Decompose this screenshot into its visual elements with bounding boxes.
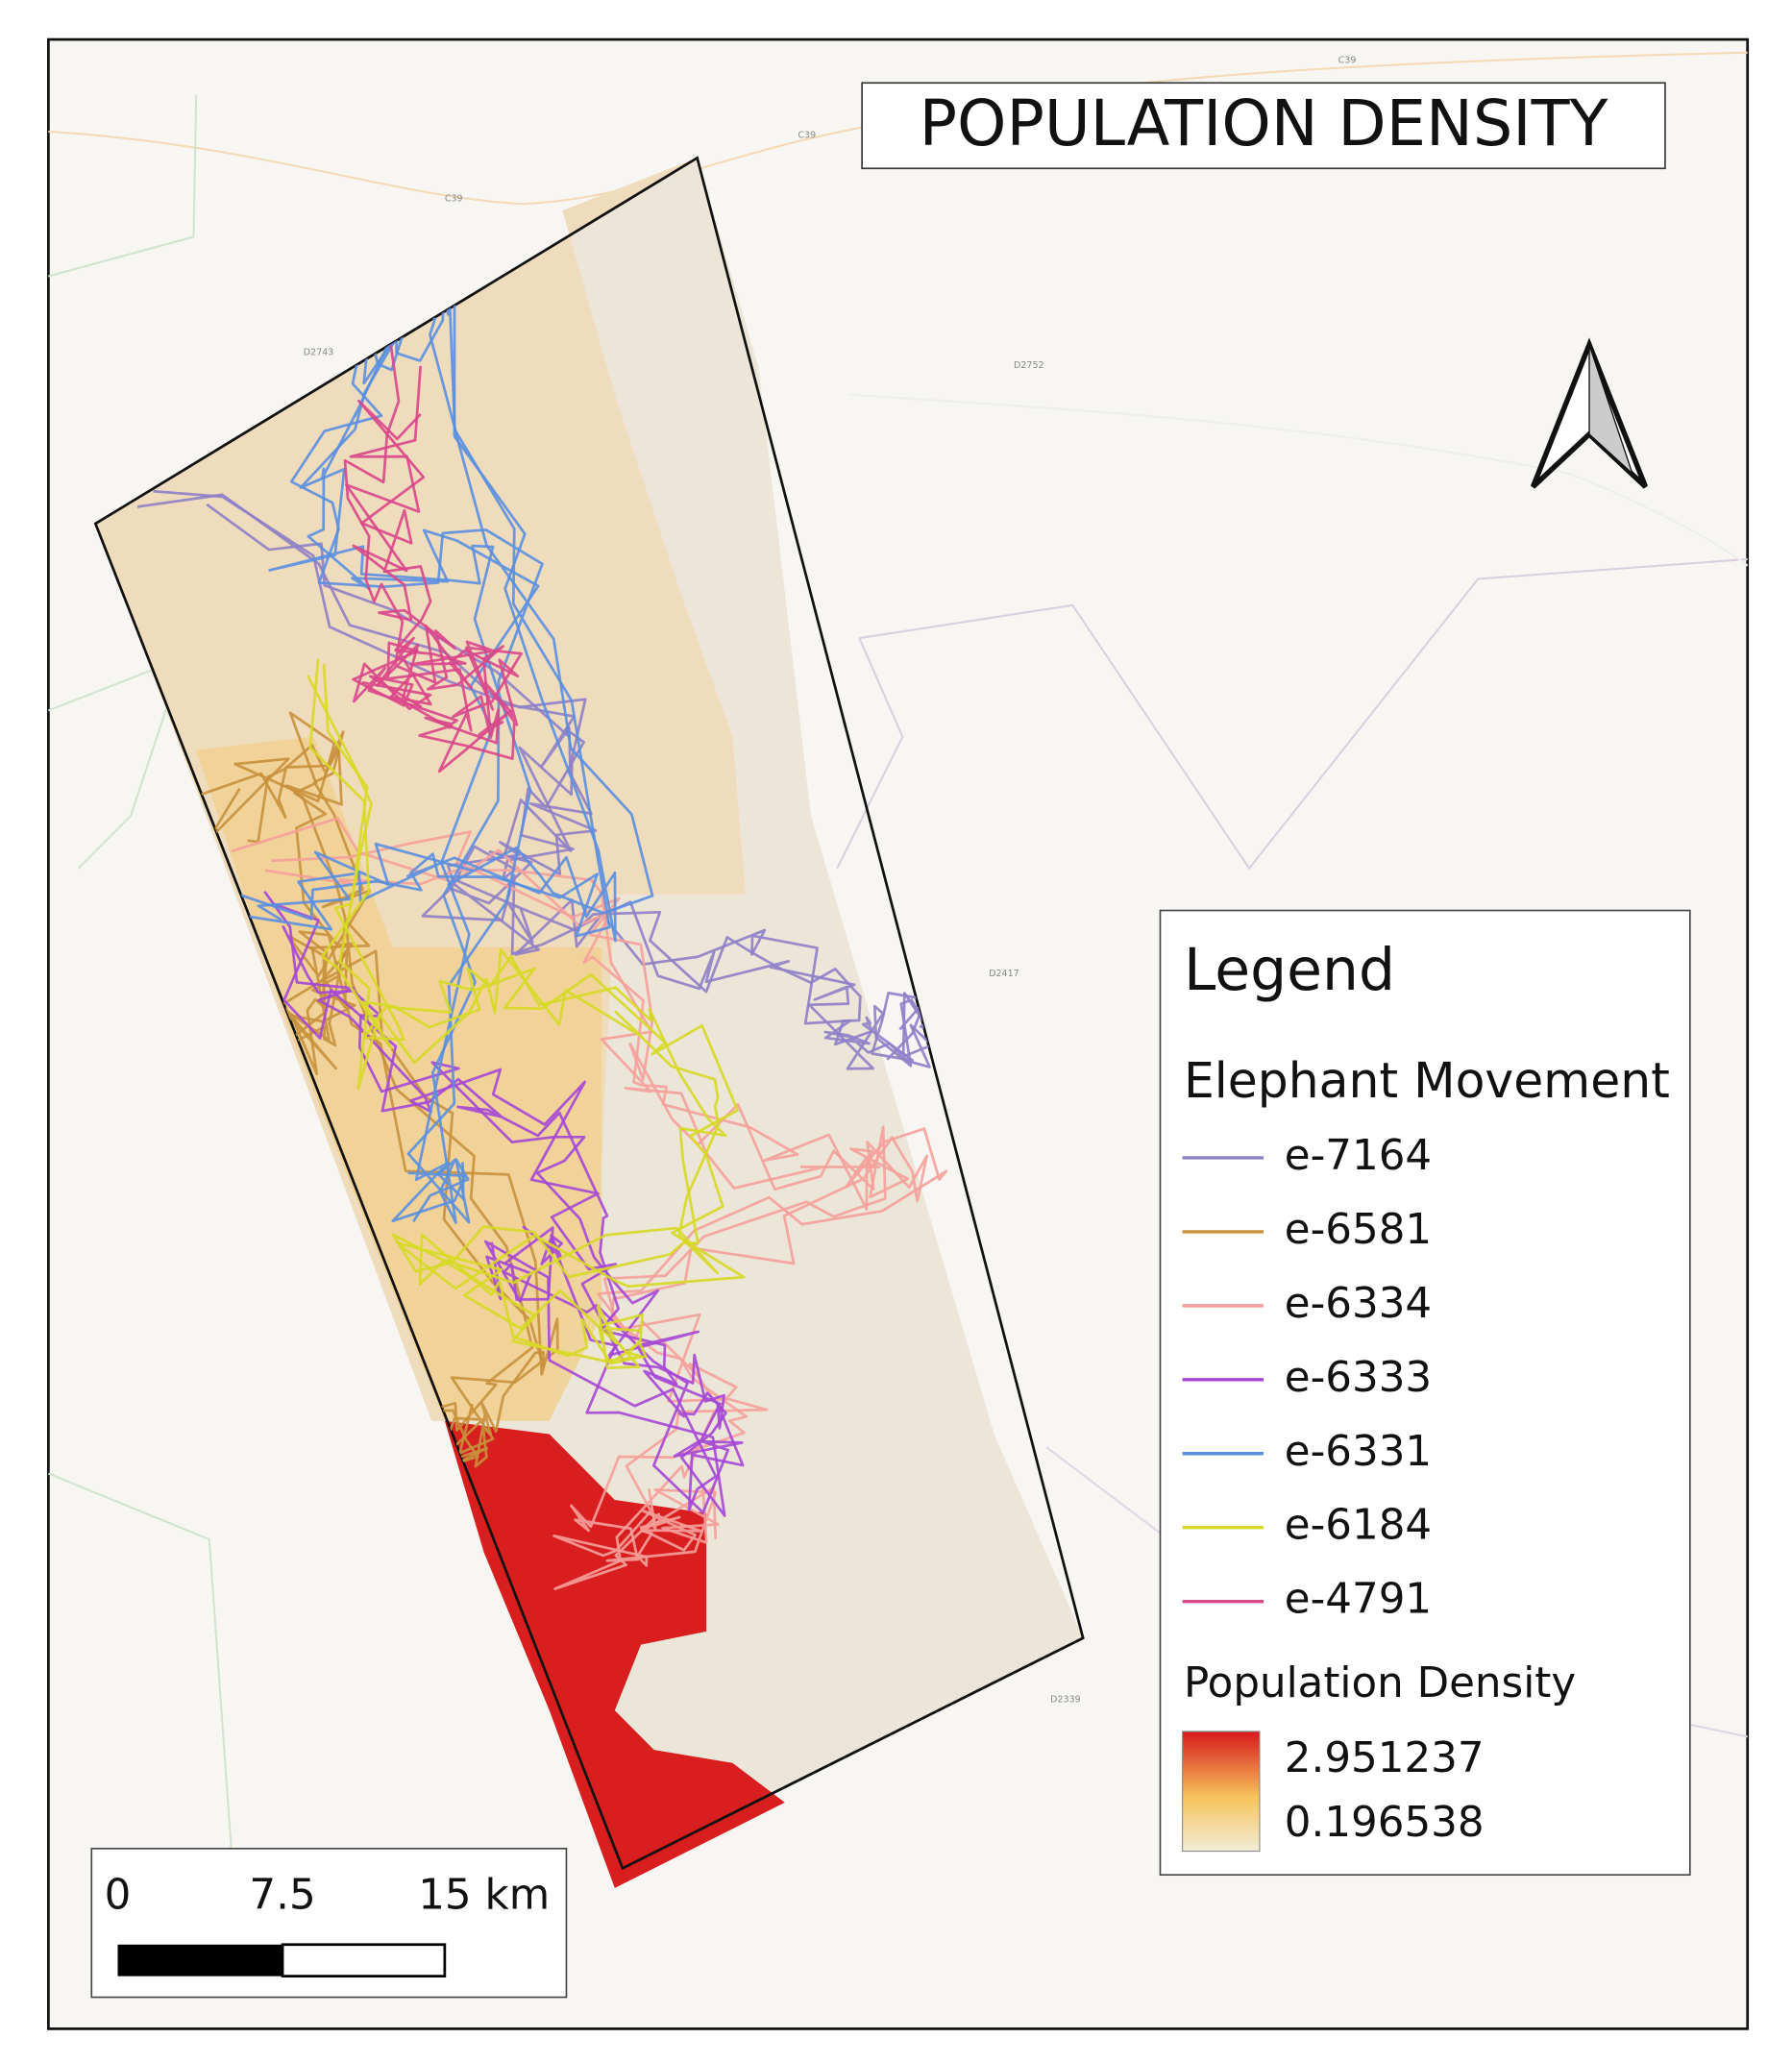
road-label: D2417 xyxy=(989,969,1019,979)
legend-subtitle: Elephant Movement xyxy=(1184,1052,1670,1109)
legend-title: Legend xyxy=(1184,937,1395,1004)
track xyxy=(231,817,948,1590)
legend-box xyxy=(1159,909,1691,1877)
legend-label: e-7164 xyxy=(1285,1131,1432,1180)
scale-segment xyxy=(281,1943,447,1977)
density-ramp xyxy=(1182,1731,1261,1853)
map-title: POPULATION DENSITY xyxy=(920,87,1609,160)
legend-label: e-6331 xyxy=(1285,1427,1432,1476)
legend-label: e-6581 xyxy=(1285,1205,1432,1254)
elephant-tracks xyxy=(136,278,956,1590)
legend-items: e-7164 e-6581 e-6334 e-6333 e-6331 e-6184 e-47… xyxy=(1182,1131,1432,1624)
track xyxy=(206,503,938,1070)
track xyxy=(322,664,746,1369)
title-box xyxy=(861,82,1666,170)
road-label: C39 xyxy=(445,193,463,204)
study-area xyxy=(93,156,1085,1871)
road-label: C39 xyxy=(1338,55,1357,65)
scale-label: 15 km xyxy=(418,1870,550,1919)
track xyxy=(247,744,534,1464)
road-label: D2752 xyxy=(1014,360,1044,371)
north-arrow xyxy=(1530,337,1649,489)
road-label: D2339 xyxy=(1050,1695,1081,1706)
track xyxy=(153,489,953,1068)
scale-label: 0 xyxy=(105,1870,132,1919)
track xyxy=(343,344,520,760)
track xyxy=(272,902,727,1517)
legend-density-title: Population Density xyxy=(1184,1658,1576,1707)
scale-segment xyxy=(117,1944,283,1977)
road-label: D2743 xyxy=(304,347,334,357)
scale-label: 7.5 xyxy=(249,1870,315,1919)
track xyxy=(344,365,512,774)
track xyxy=(265,869,910,1567)
legend-label: e-6184 xyxy=(1285,1501,1432,1550)
road-labels: C39 C39 C39 D2743 D2752 D2417 D2339 xyxy=(304,55,1357,1705)
track xyxy=(353,399,523,745)
road-label: C39 xyxy=(798,131,816,141)
density-min-label: 0.196538 xyxy=(1285,1798,1485,1847)
track xyxy=(226,285,617,1224)
track xyxy=(307,675,721,1365)
legend-label: e-4791 xyxy=(1285,1575,1432,1624)
density-max-label: 2.951237 xyxy=(1285,1733,1485,1782)
legend-label: e-6334 xyxy=(1285,1279,1432,1328)
legend-label: e-6333 xyxy=(1285,1353,1432,1402)
